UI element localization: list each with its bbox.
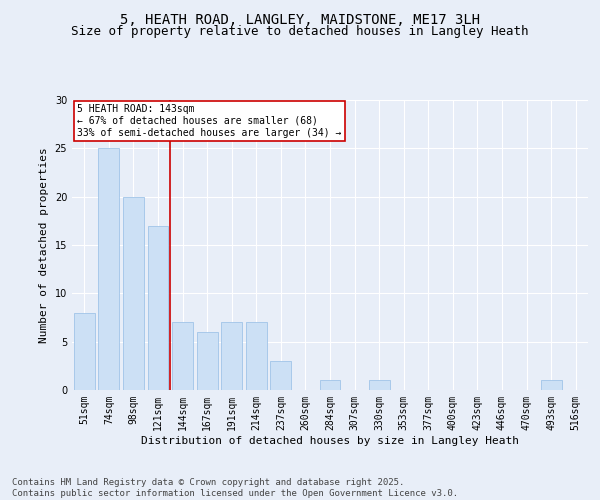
Bar [148,226,169,390]
Text: Contains HM Land Registry data © Crown copyright and database right 2025.
Contai: Contains HM Land Registry data © Crown c… [12,478,458,498]
Bar [74,312,95,390]
Bar [123,196,144,390]
Bar [271,361,292,390]
Text: 5 HEATH ROAD: 143sqm
← 67% of detached houses are smaller (68)
33% of semi-detac: 5 HEATH ROAD: 143sqm ← 67% of detached h… [77,104,341,138]
Bar [98,148,119,390]
Text: Size of property relative to detached houses in Langley Heath: Size of property relative to detached ho… [71,25,529,38]
Bar [221,322,242,390]
Bar [172,322,193,390]
Bar [541,380,562,390]
Bar [320,380,340,390]
Bar [197,332,218,390]
X-axis label: Distribution of detached houses by size in Langley Heath: Distribution of detached houses by size … [141,436,519,446]
Bar [368,380,389,390]
Bar [246,322,267,390]
Text: 5, HEATH ROAD, LANGLEY, MAIDSTONE, ME17 3LH: 5, HEATH ROAD, LANGLEY, MAIDSTONE, ME17 … [120,12,480,26]
Y-axis label: Number of detached properties: Number of detached properties [39,147,49,343]
